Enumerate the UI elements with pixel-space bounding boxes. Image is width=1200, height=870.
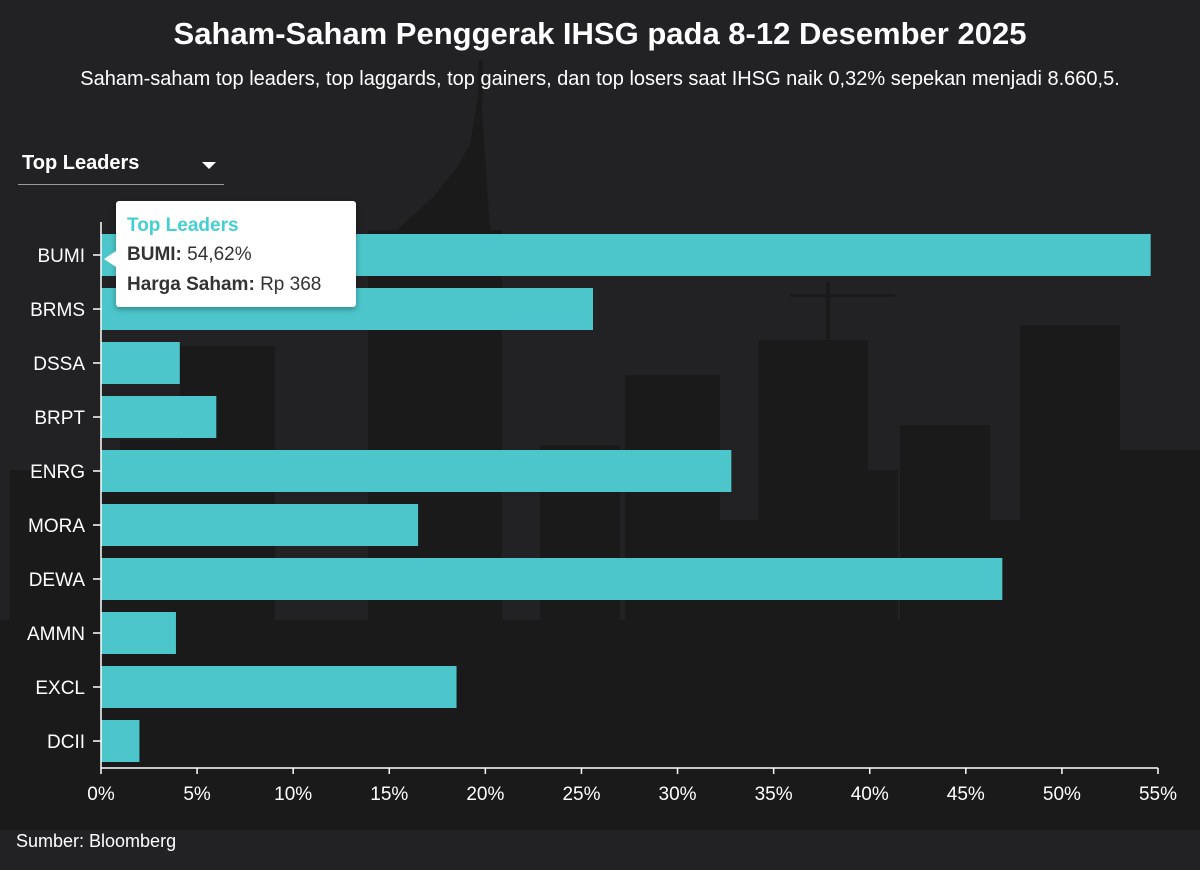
x-tick-label: 35%	[755, 784, 793, 805]
dropdown-selected-label: Top Leaders	[22, 152, 140, 174]
x-tick-label: 50%	[1043, 784, 1081, 805]
y-tick-label: MORA	[28, 516, 85, 537]
bar-brpt	[101, 396, 217, 438]
tooltip-row-change: BUMI: 54,62%	[127, 244, 252, 266]
y-tick-label: ENRG	[30, 462, 85, 483]
bar-tooltip: Top Leaders BUMI: 54,62% Harga Saham: Rp…	[104, 201, 356, 307]
x-tick-label: 55%	[1139, 784, 1177, 805]
bar-mora	[101, 504, 419, 546]
x-tick-label: 5%	[183, 784, 211, 805]
bar-enrg	[101, 450, 732, 492]
x-tick-label: 20%	[466, 784, 504, 805]
y-tick-label: BUMI	[38, 246, 86, 267]
y-tick-label: AMMN	[27, 624, 85, 645]
y-tick-label: BRMS	[30, 300, 85, 321]
chevron-down-icon	[202, 162, 216, 169]
bar-ammn	[101, 612, 176, 654]
y-tick-label: DCII	[47, 732, 85, 753]
x-tick-label: 10%	[274, 784, 312, 805]
category-dropdown[interactable]: Top Leaders	[18, 148, 224, 185]
tooltip-change-value: 54,62%	[187, 244, 252, 265]
y-tick-label: EXCL	[35, 678, 85, 699]
y-tick-label: DEWA	[29, 570, 86, 591]
bar-excl	[101, 666, 457, 708]
tooltip-title: Top Leaders	[127, 215, 239, 236]
chart-title: Saham-Saham Penggerak IHSG pada 8-12 Des…	[173, 16, 1027, 51]
source-note: Sumber: Bloomberg	[16, 831, 177, 851]
x-tick-label: 30%	[659, 784, 697, 805]
tooltip-row-price: Harga Saham: Rp 368	[127, 274, 321, 296]
chart-subtitle: Saham-saham top leaders, top laggards, t…	[80, 68, 1120, 90]
bar-dcii	[101, 720, 140, 762]
bar-dssa	[101, 342, 180, 384]
x-tick-label: 15%	[370, 784, 408, 805]
x-tick-label: 40%	[851, 784, 889, 805]
tooltip-price-label: Harga Saham:	[127, 274, 255, 295]
x-tick-label: 0%	[87, 784, 115, 805]
tooltip-ticker-label: BUMI:	[127, 244, 182, 265]
y-tick-label: BRPT	[34, 408, 85, 429]
y-tick-label: DSSA	[33, 354, 85, 375]
x-tick-label: 25%	[562, 784, 600, 805]
x-tick-label: 45%	[947, 784, 985, 805]
tooltip-price-value: Rp 368	[260, 274, 322, 295]
bar-dewa	[101, 558, 1003, 600]
